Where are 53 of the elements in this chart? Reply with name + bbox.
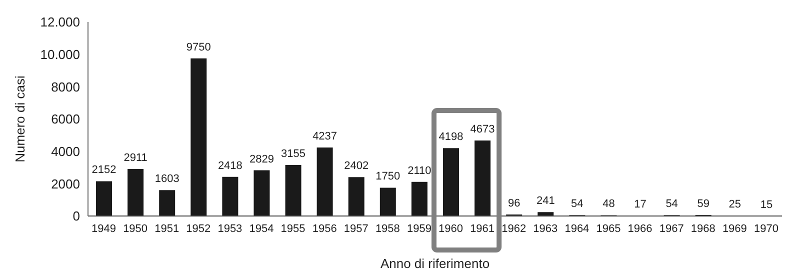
data-label: 2402 xyxy=(344,160,369,172)
data-label: 2110 xyxy=(408,164,432,177)
x-tick-label: 1966 xyxy=(628,222,652,235)
y-tick-label: 2000 xyxy=(51,176,80,192)
x-tick-label: 1967 xyxy=(659,222,684,235)
data-label: 96 xyxy=(508,197,520,210)
data-label: 17 xyxy=(634,198,646,211)
x-tick-label: 1960 xyxy=(438,222,464,235)
x-tick-label: 1954 xyxy=(249,222,274,235)
x-tick-label: 1968 xyxy=(690,222,716,235)
data-label: 2911 xyxy=(124,152,148,164)
x-tick-label: 1958 xyxy=(375,222,400,235)
data-label: 3155 xyxy=(281,148,306,160)
data-label: 2418 xyxy=(218,160,242,172)
x-tick-label: 1959 xyxy=(406,222,432,235)
x-tick-label: 1949 xyxy=(92,222,116,235)
x-tick-label: 1962 xyxy=(502,222,526,235)
y-tick-label: 12.000 xyxy=(40,14,80,30)
x-tick-label: 1950 xyxy=(123,222,148,235)
data-label: 4237 xyxy=(312,130,338,142)
y-tick-label: 8000 xyxy=(51,79,80,94)
data-label: 1750 xyxy=(376,170,400,183)
data-label: 9750 xyxy=(186,41,211,54)
x-tick-label: 1953 xyxy=(218,222,242,235)
y-tick-label: 4000 xyxy=(51,144,80,159)
x-tick-label: 1961 xyxy=(470,222,495,235)
data-label: 25 xyxy=(728,198,742,211)
y-tick-label: 0 xyxy=(72,208,80,224)
data-label: 54 xyxy=(571,198,584,210)
x-tick-label: 1951 xyxy=(154,222,180,235)
x-tick-label: 1952 xyxy=(186,222,211,235)
data-label: 59 xyxy=(697,198,710,210)
data-label: 15 xyxy=(760,198,773,211)
data-label: 1603 xyxy=(154,173,180,186)
data-label: 2829 xyxy=(249,153,274,166)
data-label: 4673 xyxy=(470,123,495,136)
x-tick-label: 1956 xyxy=(312,222,337,235)
x-tick-label: 1970 xyxy=(754,222,778,235)
x-tick-label: 1964 xyxy=(564,222,590,235)
data-label: 48 xyxy=(602,198,615,210)
data-label: 2152 xyxy=(92,164,116,176)
x-tick-label: 1963 xyxy=(533,222,558,235)
x-tick-label: 1965 xyxy=(596,222,621,235)
y-tick-label: 6000 xyxy=(51,112,80,127)
data-label: 241 xyxy=(536,195,555,208)
y-axis-title: Numero di casi xyxy=(12,76,28,162)
x-tick-label: 1969 xyxy=(722,222,747,235)
y-tick-label: 10.000 xyxy=(40,46,80,62)
data-label: 54 xyxy=(666,198,678,210)
x-axis-title: Anno di riferimento xyxy=(380,256,490,271)
x-tick-label: 1955 xyxy=(280,222,306,235)
x-tick-label: 1957 xyxy=(344,222,368,235)
data-label: 4198 xyxy=(438,131,464,144)
